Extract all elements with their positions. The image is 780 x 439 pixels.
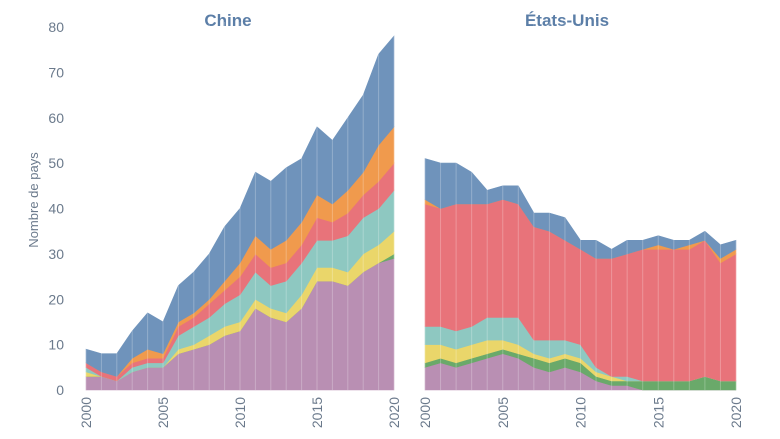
x-axis: 2000 2005 2010 2015 2020 — [417, 397, 744, 428]
panel-title: États-Unis — [525, 11, 609, 30]
area-series-6 — [424, 158, 737, 259]
y-axis: 0 10 20 30 40 50 60 70 80 — [48, 19, 64, 398]
y-tick-label: 80 — [48, 19, 64, 35]
panel-chine: Chine 2000 2005 2010 2015 2020 — [78, 11, 402, 428]
area-series-6 — [85, 35, 395, 377]
y-axis-label: Nombre de pays — [26, 152, 41, 248]
y-tick-label: 70 — [48, 64, 64, 80]
x-tick-label: 2005 — [155, 397, 171, 428]
panel-title: Chine — [204, 11, 251, 30]
x-tick-label: 2015 — [309, 397, 325, 428]
area-series-group — [424, 22, 737, 391]
y-tick-label: 10 — [48, 337, 64, 353]
y-tick-label: 60 — [48, 110, 64, 126]
panel-etats-unis: États-Unis 2000 2005 2010 2015 2020 — [417, 11, 744, 428]
y-tick-label: 50 — [48, 155, 64, 171]
y-tick-label: 20 — [48, 291, 64, 307]
x-tick-label: 2005 — [495, 397, 511, 428]
x-tick-label: 2000 — [78, 397, 94, 428]
x-axis: 2000 2005 2010 2015 2020 — [78, 397, 402, 428]
area-series-group — [85, 22, 395, 391]
x-tick-label: 2020 — [386, 397, 402, 428]
x-tick-label: 2010 — [232, 397, 248, 428]
y-tick-label: 30 — [48, 246, 64, 262]
y-tick-label: 0 — [56, 382, 64, 398]
x-tick-label: 2020 — [728, 397, 744, 428]
x-tick-label: 2015 — [650, 397, 666, 428]
x-tick-label: 2010 — [573, 397, 589, 428]
y-tick-label: 40 — [48, 201, 64, 217]
x-tick-label: 2000 — [417, 397, 433, 428]
